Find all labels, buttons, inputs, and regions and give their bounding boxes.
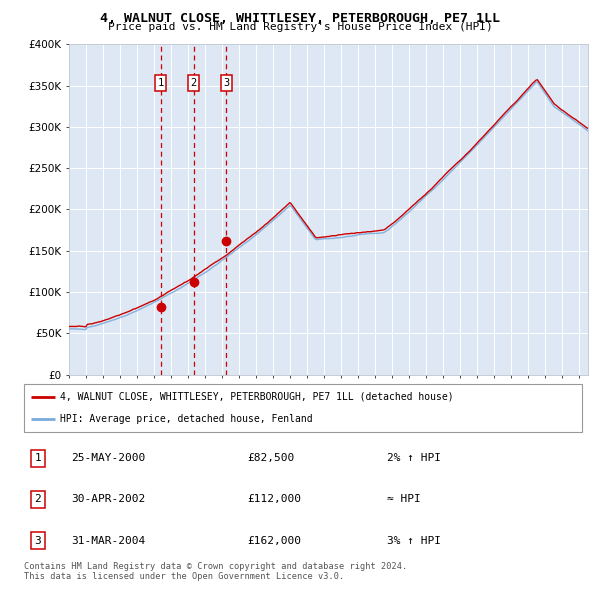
Text: 3% ↑ HPI: 3% ↑ HPI <box>387 536 440 546</box>
Text: 1: 1 <box>158 78 164 88</box>
Text: £82,500: £82,500 <box>247 453 295 463</box>
Text: 2: 2 <box>191 78 197 88</box>
Text: 4, WALNUT CLOSE, WHITTLESEY, PETERBOROUGH, PE7 1LL: 4, WALNUT CLOSE, WHITTLESEY, PETERBOROUG… <box>100 12 500 25</box>
Text: 3: 3 <box>223 78 230 88</box>
Text: 31-MAR-2004: 31-MAR-2004 <box>71 536 146 546</box>
Text: Contains HM Land Registry data © Crown copyright and database right 2024.
This d: Contains HM Land Registry data © Crown c… <box>24 562 407 581</box>
Text: HPI: Average price, detached house, Fenland: HPI: Average price, detached house, Fenl… <box>60 414 313 424</box>
Text: 1: 1 <box>35 453 41 463</box>
Text: Price paid vs. HM Land Registry's House Price Index (HPI): Price paid vs. HM Land Registry's House … <box>107 22 493 32</box>
Text: ≈ HPI: ≈ HPI <box>387 494 421 504</box>
FancyBboxPatch shape <box>24 384 582 432</box>
Text: 30-APR-2002: 30-APR-2002 <box>71 494 146 504</box>
Text: £162,000: £162,000 <box>247 536 301 546</box>
Text: 3: 3 <box>35 536 41 546</box>
Text: 2: 2 <box>35 494 41 504</box>
Text: 25-MAY-2000: 25-MAY-2000 <box>71 453 146 463</box>
Text: £112,000: £112,000 <box>247 494 301 504</box>
Text: 4, WALNUT CLOSE, WHITTLESEY, PETERBOROUGH, PE7 1LL (detached house): 4, WALNUT CLOSE, WHITTLESEY, PETERBOROUG… <box>60 392 454 402</box>
Text: 2% ↑ HPI: 2% ↑ HPI <box>387 453 440 463</box>
